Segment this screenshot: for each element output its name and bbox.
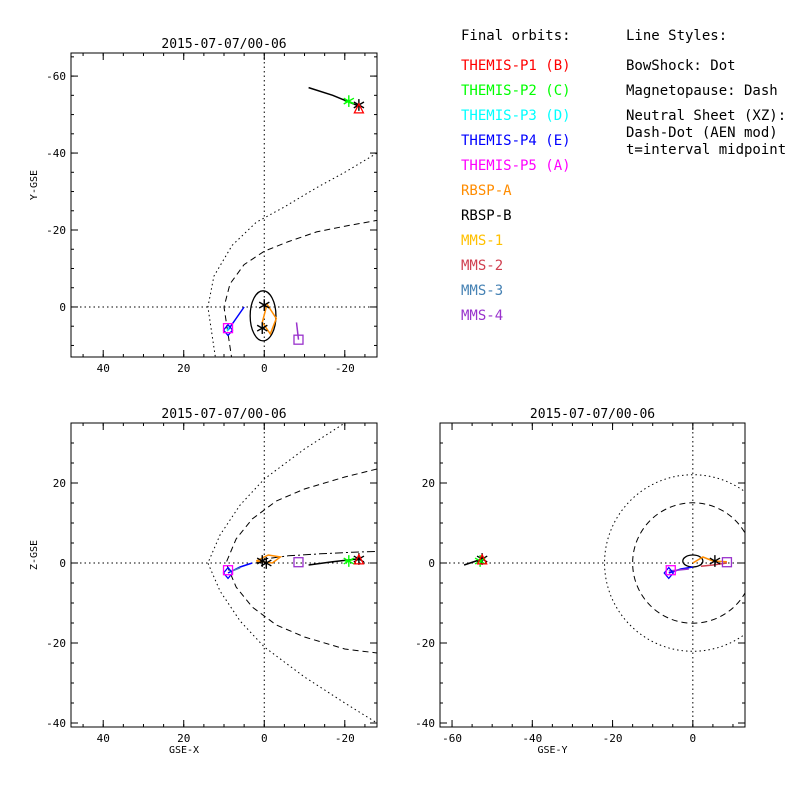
legend-style-line: Neutral Sheet (XZ): bbox=[626, 108, 786, 124]
y-axis-label: Y-GSE bbox=[29, 170, 40, 200]
themis-p1-b-triangle-marker bbox=[353, 102, 365, 114]
rbsp-basterisk-marker bbox=[260, 557, 272, 569]
themis-p5-a-square-marker bbox=[222, 565, 234, 576]
legend-entry-mms-1: MMS-1 bbox=[461, 233, 503, 249]
x-tick-label: -20 bbox=[335, 362, 355, 375]
y-tick-label: 20 bbox=[53, 477, 66, 490]
rbsp-basterisk-marker bbox=[258, 299, 270, 311]
magnetopause-boundary bbox=[223, 219, 377, 357]
x-tick-label: -20 bbox=[335, 732, 355, 745]
themis-p4-e-diamond-marker bbox=[222, 323, 234, 337]
panel-title: 2015-07-07/00-06 bbox=[530, 407, 655, 422]
plot-area bbox=[71, 423, 377, 727]
legend-entry-rbsp-b: RBSP-B bbox=[461, 208, 512, 224]
y-tick-label: -40 bbox=[415, 717, 435, 730]
mms-4orbit-track bbox=[295, 322, 300, 340]
legend-entry-list: THEMIS-P1 (B) THEMIS-P2 (C) THEMIS-P3 (D) T… bbox=[461, 58, 571, 324]
y-tick-label: 20 bbox=[422, 477, 435, 490]
legend-entry-themis-p2-c: THEMIS-P2 (C) bbox=[461, 83, 571, 99]
themis-p2-c-asterisk-marker bbox=[343, 95, 355, 107]
legend-style-line: Magnetopause: Dash bbox=[626, 83, 778, 99]
x-tick-label: -40 bbox=[522, 732, 542, 745]
x-tick-label: 0 bbox=[690, 732, 697, 745]
x-axis-label: GSE-Y bbox=[537, 745, 567, 756]
mms-4square-marker bbox=[293, 334, 304, 345]
y-tick-label: -60 bbox=[46, 70, 66, 83]
panel-yz: 2015-07-07/00-06 -60 -40 -20 0 -40 -20 0 20 GSE-Y bbox=[415, 407, 746, 756]
x-tick-label: 20 bbox=[177, 362, 190, 375]
themis-p4-e-diamond-marker bbox=[222, 566, 234, 580]
mms-4square-marker bbox=[293, 557, 304, 568]
x-tick-label: -20 bbox=[603, 732, 623, 745]
y-tick-label: -20 bbox=[46, 224, 66, 237]
legend-entry-rbsp-a: RBSP-A bbox=[461, 183, 512, 199]
y-tick-label: -40 bbox=[46, 147, 66, 160]
themis-p1-b-triangle-marker bbox=[476, 553, 488, 565]
legend-entry-mms-2: MMS-2 bbox=[461, 258, 503, 274]
y-tick-label: -40 bbox=[46, 717, 66, 730]
rbsp-basterisk-marker bbox=[256, 322, 268, 334]
plot-area bbox=[440, 423, 745, 727]
magnetopause-boundary bbox=[632, 502, 745, 624]
x-tick-label: 0 bbox=[261, 362, 268, 375]
legend-style-line: Dash-Dot (AEN mod) bbox=[626, 125, 778, 141]
panel-title: 2015-07-07/00-06 bbox=[161, 407, 286, 422]
y-tick-label: 0 bbox=[59, 557, 66, 570]
legend-entry-mms-4: MMS-4 bbox=[461, 308, 503, 324]
themis-p1-b-triangle-marker bbox=[353, 553, 365, 565]
y-axis-label: Z-GSE bbox=[29, 540, 40, 570]
x-tick-label: 0 bbox=[261, 732, 268, 745]
x-tick-label: -60 bbox=[442, 732, 462, 745]
plot-frame bbox=[439, 422, 746, 728]
plot-frame bbox=[70, 52, 378, 358]
bowshock-boundary bbox=[604, 474, 745, 652]
rbsp-b-orbit-loop bbox=[249, 290, 277, 342]
legend-style-line: t=interval midpoint bbox=[626, 142, 786, 158]
y-tick-label: -20 bbox=[46, 637, 66, 650]
legend-entry-mms-3: MMS-3 bbox=[461, 283, 503, 299]
panel-title: 2015-07-07/00-06 bbox=[161, 37, 286, 52]
legend-orbits-heading: Final orbits: bbox=[461, 28, 571, 44]
legend-styles-heading: Line Styles: bbox=[626, 28, 727, 44]
x-axis-label: GSE-X bbox=[169, 745, 199, 756]
x-tick-label: 20 bbox=[177, 732, 190, 745]
legend-entry-themis-p5-a: THEMIS-P5 (A) bbox=[461, 158, 571, 174]
themis-p5-a-square-marker bbox=[222, 322, 234, 334]
themis-p4-e-diamond-marker bbox=[663, 566, 675, 580]
legend-entry-themis-p1-b: THEMIS-P1 (B) bbox=[461, 58, 571, 74]
legend: Final orbits: Line Styles: THEMIS-P1 (B)… bbox=[461, 28, 786, 324]
themis-p2-c-asterisk-marker bbox=[343, 555, 355, 567]
y-tick-label: 0 bbox=[428, 557, 435, 570]
legend-entry-themis-p4-e: THEMIS-P4 (E) bbox=[461, 133, 571, 149]
rbsp-b-orbit-loop bbox=[682, 554, 704, 568]
x-tick-label: 40 bbox=[97, 732, 110, 745]
mms-4square-marker bbox=[721, 557, 733, 568]
panel-xy: 2015-07-07/00-06 40 20 0 -20 0 -20 -40 -60 Y-GSE bbox=[29, 37, 378, 375]
bowshock-boundary bbox=[207, 423, 377, 724]
magnetopause-boundary bbox=[225, 468, 377, 654]
y-tick-label: 0 bbox=[59, 301, 66, 314]
rbsp-basterisk-marker bbox=[709, 555, 721, 567]
bowshock-boundary bbox=[207, 152, 377, 357]
legend-style-line: BowShock: Dot bbox=[626, 58, 736, 74]
themis-p4-e-orbit-track bbox=[227, 306, 245, 331]
y-tick-label: -20 bbox=[415, 637, 435, 650]
themis-p5-a-square-marker bbox=[665, 565, 676, 576]
plot-area bbox=[71, 53, 377, 357]
rbsp-aorbit-track bbox=[261, 302, 278, 336]
legend-style-list: BowShock: Dot Magnetopause: Dash Neutral S… bbox=[626, 58, 786, 158]
rbsp-aorbit-track bbox=[692, 556, 727, 564]
legend-entry-themis-p3-d: THEMIS-P3 (D) bbox=[461, 108, 571, 124]
x-tick-label: 40 bbox=[97, 362, 110, 375]
